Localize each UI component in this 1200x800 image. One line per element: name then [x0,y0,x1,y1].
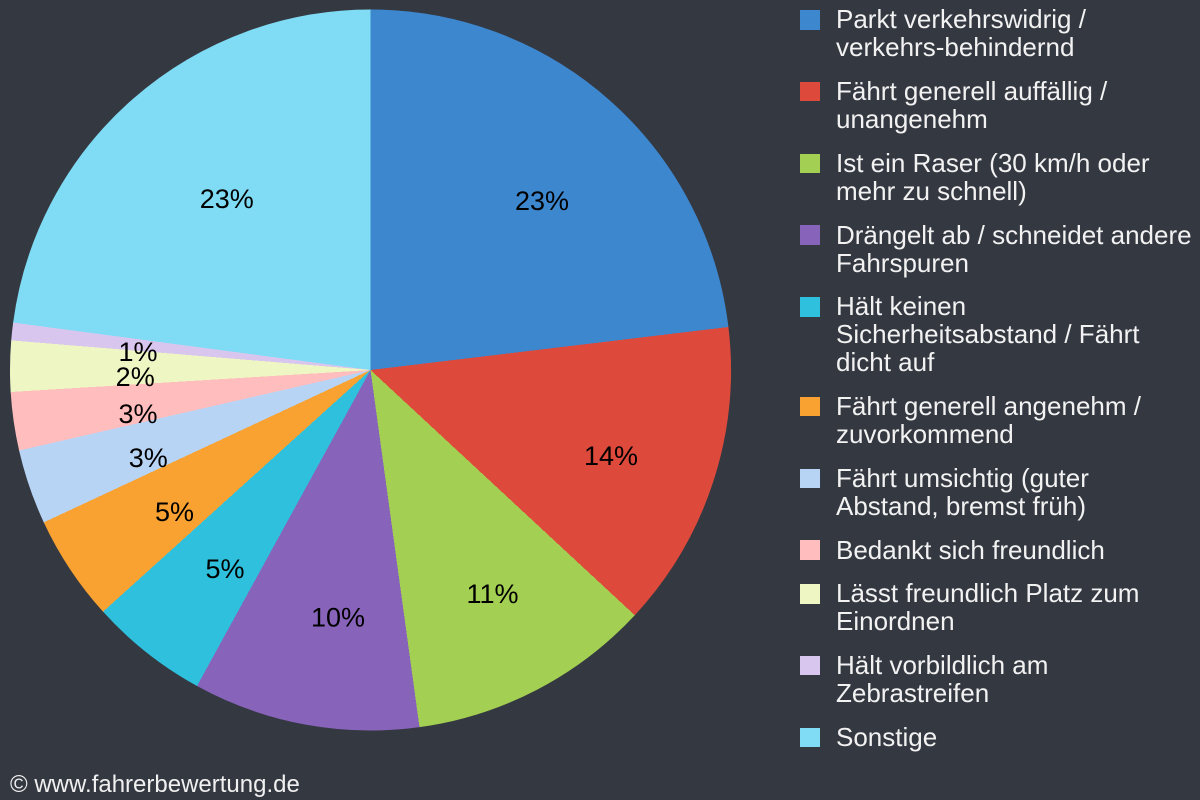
svg-text:23%: 23% [200,184,254,214]
svg-text:14%: 14% [584,441,638,471]
svg-text:11%: 11% [466,579,518,609]
svg-text:5%: 5% [155,497,194,527]
svg-text:23%: 23% [515,186,569,216]
svg-text:3%: 3% [129,443,168,473]
svg-text:1%: 1% [118,337,157,367]
svg-text:10%: 10% [311,603,365,633]
svg-text:3%: 3% [118,399,157,429]
svg-text:5%: 5% [205,554,244,584]
svg-text:2%: 2% [116,362,155,392]
